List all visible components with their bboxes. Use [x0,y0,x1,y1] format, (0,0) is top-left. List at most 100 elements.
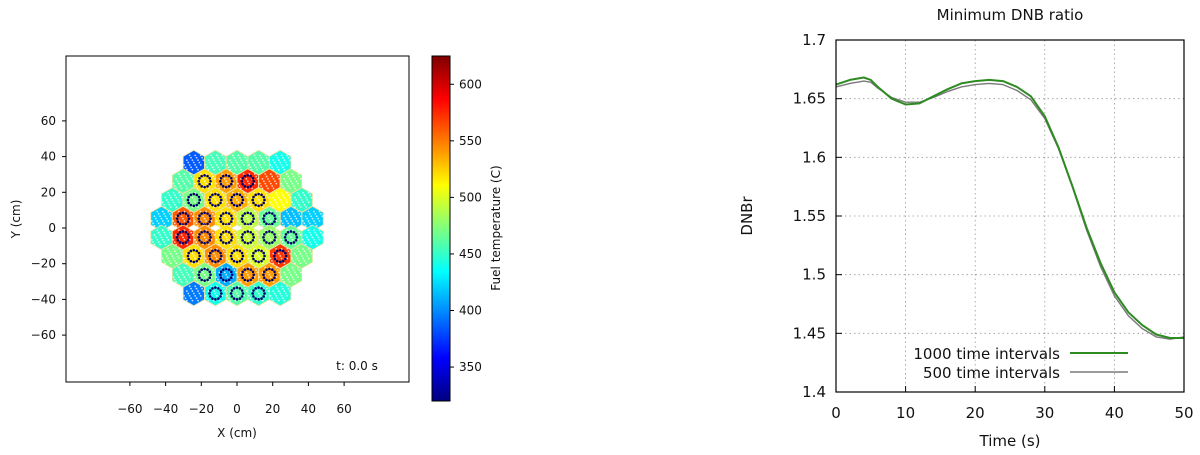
svg-text:−40: −40 [31,292,56,306]
core-y-tick: −40 [31,292,66,306]
dnb-x-tick: 50 [1174,386,1194,422]
core-y-tick: 40 [41,150,66,164]
svg-text:0: 0 [831,404,841,422]
core-x-axis-label: X (cm) [217,426,257,440]
core-x-tick: −40 [153,382,178,416]
core-x-tick: 20 [265,382,280,416]
colorbar-tick: 550 [450,134,482,148]
fuel-assembly [258,224,281,251]
svg-text:−60: −60 [117,402,142,416]
svg-text:1.7: 1.7 [802,31,826,49]
fuel-assembly [258,205,281,232]
svg-text:20: 20 [41,185,56,199]
dnb-x-axis-label: Time (s) [979,432,1041,450]
fuel-assembly [225,280,249,307]
core-x-tick: 60 [336,382,352,416]
core-y-tick: −20 [31,257,66,271]
dnb-series [835,76,1185,340]
svg-text:10: 10 [896,404,915,422]
dnb-y-tick: 1.5 [802,266,842,284]
fuel-assembly [171,168,195,194]
core-x-ticks: −60 −40 −20 0 20 40 60 [117,382,352,416]
colorbar-label: Fuel temperature (C) [489,165,503,290]
svg-text:450: 450 [459,247,482,261]
svg-text:50: 50 [1174,404,1193,422]
svg-text:40: 40 [301,402,316,416]
svg-text:20: 20 [265,402,280,416]
core-y-tick: 20 [41,185,66,199]
dnb-y-tick: 1.4 [802,383,842,401]
core-y-tick: 0 [48,221,66,235]
fuel-assembly [247,280,270,307]
fuel-assembly [247,149,270,176]
svg-text:20: 20 [966,404,985,422]
core-x-tick: −20 [189,382,214,416]
core-x-tick: 0 [233,382,241,416]
colorbar-ticks: 600 550 500 450 400 350 [450,77,482,374]
colorbar: 600 550 500 450 400 350 Fuel temperature (C) [431,55,503,402]
colorbar-gradient [431,55,451,402]
core-y-axis-label: Y (cm) [9,200,23,240]
svg-text:1.6: 1.6 [802,148,826,166]
fuel-assembly [193,205,216,232]
dnb-x-tick: 10 [896,386,915,422]
assembly-cells [150,149,324,307]
legend-label-500: 500 time intervals [923,364,1060,382]
series-line-500-intervals [835,80,1185,340]
core-x-tick: 40 [301,382,316,416]
svg-text:1.65: 1.65 [793,90,826,108]
core-y-tick: −60 [31,328,66,342]
dnb-x-tick: 20 [966,386,985,422]
series-line-1000-intervals [835,76,1184,339]
dnb-y-tick: 1.6 [802,148,842,166]
colorbar-tick: 600 [450,77,482,91]
core-y-ticks: 60 40 20 0 −20 −40 −60 [31,114,66,342]
dnb-x-tick: 30 [1035,386,1054,422]
svg-text:600: 600 [459,77,482,91]
svg-text:0: 0 [48,221,56,235]
svg-text:40: 40 [1105,404,1124,422]
legend-label-1000: 1000 time intervals [913,345,1060,363]
dnb-y-axis-label: DNBr [738,196,756,236]
dnb-grid [835,39,1185,393]
svg-text:−20: −20 [31,257,56,271]
svg-text:60: 60 [41,114,56,128]
svg-text:1.5: 1.5 [802,266,826,284]
svg-text:1.55: 1.55 [793,207,826,225]
fuel-assembly [269,243,292,269]
svg-text:1.45: 1.45 [793,324,826,342]
colorbar-tick: 350 [450,360,482,374]
colorbar-tick: 500 [450,190,482,204]
fuel-assembly [225,243,249,269]
dnb-y-tick: 1.55 [793,207,842,225]
fuel-assembly [150,205,173,232]
fuel-assembly [161,243,184,269]
dnb-x-tick: 0 [831,386,841,422]
dnb-y-tick: 1.65 [793,90,842,108]
svg-text:−40: −40 [153,402,178,416]
dnb-y-tick: 1.45 [793,324,842,342]
svg-text:550: 550 [459,134,482,148]
dnb-y-ticks: 1.7 1.65 1.6 1.55 1.5 1.45 1.4 [793,31,842,401]
fuel-assembly [301,205,324,232]
colorbar-tick: 400 [450,304,482,318]
svg-text:30: 30 [1035,404,1054,422]
svg-text:−60: −60 [31,328,56,342]
svg-text:−20: −20 [189,402,214,416]
svg-text:500: 500 [459,190,482,204]
dnb-plot-frame [835,39,1185,393]
svg-text:400: 400 [459,304,482,318]
svg-text:40: 40 [41,150,56,164]
fuel-assembly [279,224,303,251]
dnb-y-tick: 1.7 [802,31,842,49]
svg-text:0: 0 [233,402,241,416]
fuel-assembly [236,224,259,251]
dnb-x-ticks: 0 10 20 30 40 50 [831,386,1194,422]
fuel-assembly [161,187,184,213]
time-annotation: t: 0.0 s [336,359,378,373]
core-y-tick: 60 [41,114,66,128]
fuel-temperature-map: −60 −40 −20 0 20 40 60 60 40 20 0 −20 −40 −60 X (cm)… [9,55,410,440]
svg-text:1.4: 1.4 [802,383,826,401]
fuel-assembly [171,262,195,288]
